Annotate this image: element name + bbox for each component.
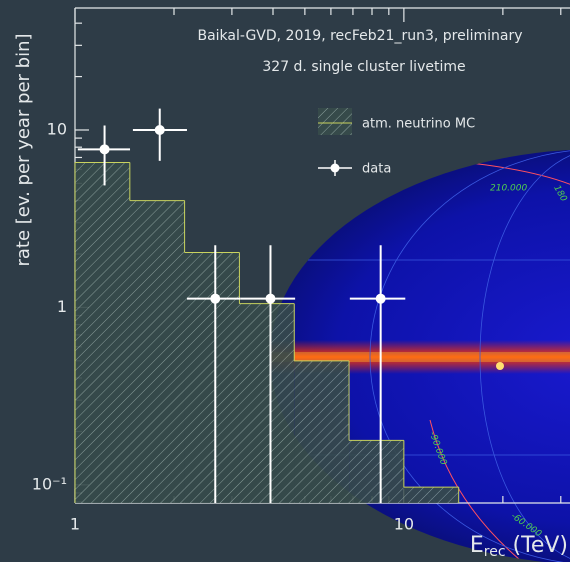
histogram-bin	[239, 303, 295, 503]
x-tick-label: 10	[394, 515, 414, 534]
map-label: 210.000	[490, 184, 527, 194]
legend-label: data	[362, 162, 391, 177]
legend-label: atm. neutrino MC	[362, 117, 475, 132]
chart-subtitle: 327 d. single cluster livetime	[262, 59, 465, 75]
histogram-bin	[294, 360, 350, 503]
histogram-bin	[403, 487, 459, 503]
histogram-bin	[349, 440, 404, 503]
data-point	[99, 144, 110, 155]
y-tick-label: 1	[57, 297, 67, 316]
chart-title: Baikal-GVD, 2019, recFeb21_run3, prelimi…	[197, 28, 522, 44]
x-title-sub: rec	[484, 544, 506, 560]
x-axis-title: Erec (TeV)	[470, 533, 568, 560]
legend-marker	[330, 163, 340, 173]
histogram-bin	[75, 162, 130, 503]
y-tick-label: 10	[47, 119, 67, 138]
legend-swatch	[318, 108, 352, 135]
x-tick-label: 1	[70, 515, 80, 534]
histogram-bin	[129, 200, 185, 504]
data-point	[154, 124, 165, 135]
y-tick-label: 10⁻¹	[32, 474, 67, 493]
data-point	[375, 293, 386, 304]
data-point	[210, 293, 221, 304]
data-point	[265, 293, 276, 304]
x-title-main: E	[470, 533, 484, 558]
histogram-bin	[184, 252, 240, 503]
legend: atm. neutrino MC data	[318, 108, 475, 177]
y-axis-title: rate [ev. per year per bin]	[13, 33, 34, 266]
x-title-unit: (TeV)	[506, 533, 568, 558]
